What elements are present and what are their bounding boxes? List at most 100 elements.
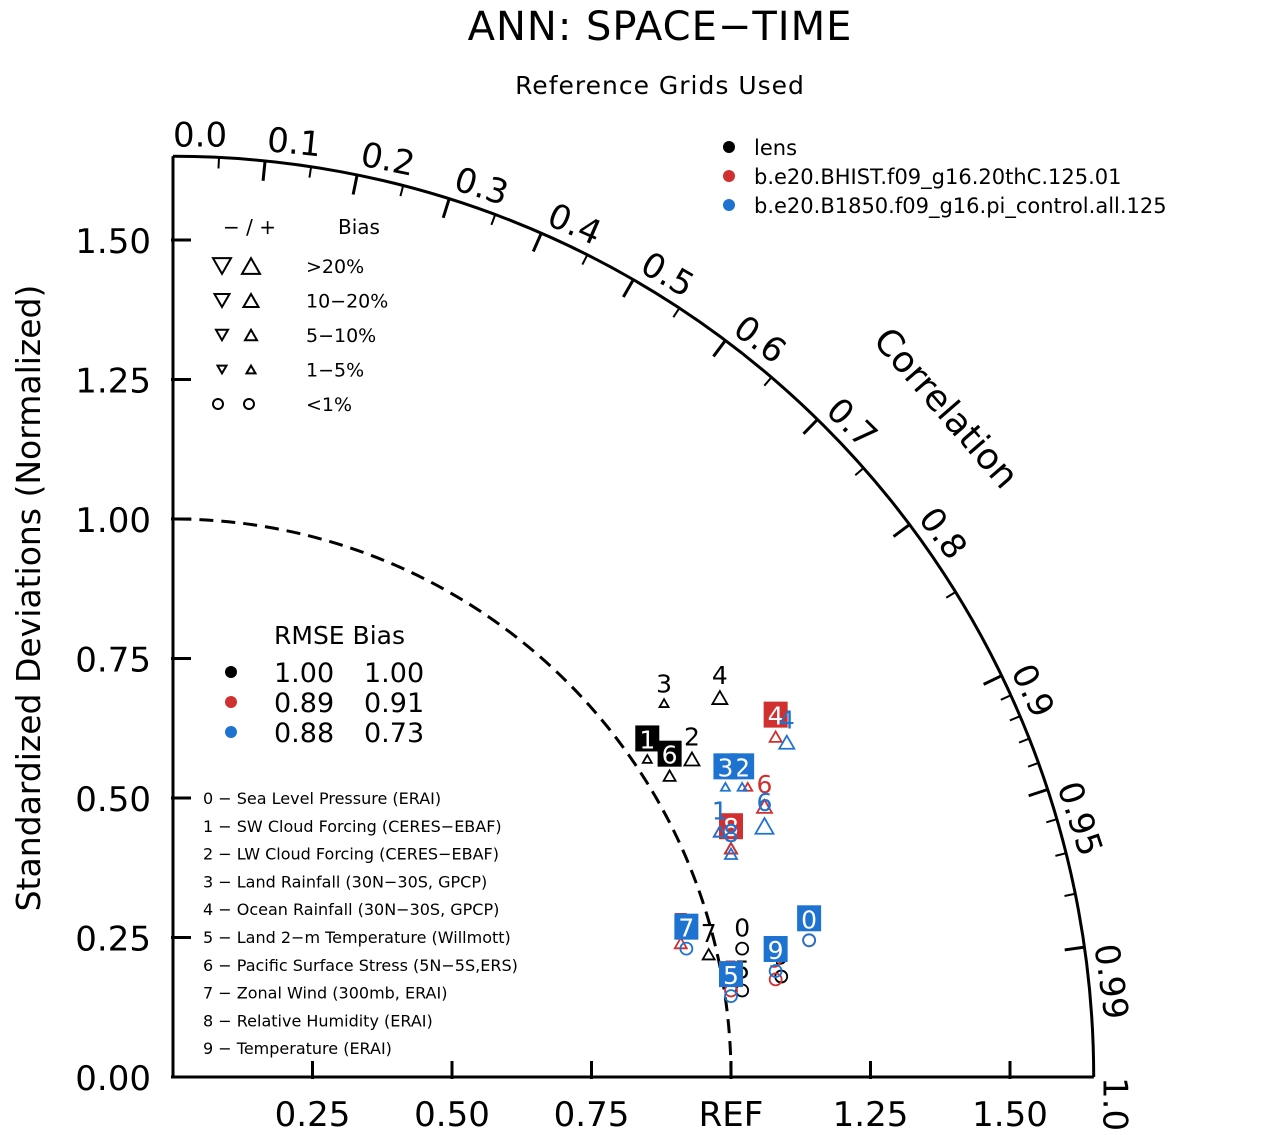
data-point: 6 xyxy=(657,740,682,782)
correlation-minor-tick xyxy=(490,214,497,226)
data-marker-triangle xyxy=(736,781,749,792)
x-tick-label: REF xyxy=(699,1095,764,1135)
data-label: 9 xyxy=(768,936,784,965)
data-label-box xyxy=(635,725,660,752)
data-marker-circle xyxy=(735,941,750,956)
data-label: 1 xyxy=(639,725,655,754)
bias-up-triangle-icon xyxy=(244,363,258,375)
y-tick-label: 0.25 xyxy=(75,920,151,960)
series-legend: lens b.e20.BHIST.f09_g16.20thC.125.01 b.e2… xyxy=(723,136,1167,219)
rmse-table-dot xyxy=(225,726,237,738)
bias-circle-icon xyxy=(212,398,224,410)
variable-list-item: 1 − SW Cloud Forcing (CERES−EBAF) xyxy=(203,817,502,836)
correlation-label: 0.1 xyxy=(265,120,323,165)
series-legend-label: b.e20.BHIST.f09_g16.20thC.125.01 xyxy=(754,165,1121,190)
data-marker-triangle xyxy=(657,697,671,708)
bias-down-triangle-icon xyxy=(214,328,230,343)
data-marker-triangle xyxy=(719,781,732,792)
variable-list-item: 3 − Land Rainfall (30N−30S, GPCP) xyxy=(203,872,487,891)
data-label: 0 xyxy=(734,914,750,943)
data-marker-circle xyxy=(768,964,783,978)
data-point: 7 xyxy=(674,913,699,956)
correlation-label: 1.0 xyxy=(1095,1077,1135,1131)
correlation-label: 0.6 xyxy=(726,308,793,372)
data-marker-circle xyxy=(724,989,738,1003)
data-point: 8 xyxy=(723,819,739,860)
data-label: 3 xyxy=(656,670,672,699)
rmse-value: 0.89 xyxy=(274,688,334,719)
data-label: 2 xyxy=(684,722,700,751)
correlation-tick xyxy=(622,278,635,298)
correlation-label: 0.9 xyxy=(1003,658,1063,724)
correlation-label: 0.4 xyxy=(542,196,608,254)
data-marker-triangle xyxy=(753,816,776,835)
data-point: 4 xyxy=(710,661,729,705)
data-point: 8 xyxy=(719,813,743,855)
correlation-label: 0.0 xyxy=(173,115,227,155)
bias-legend-label: 10−20% xyxy=(306,291,388,313)
correlation-tick xyxy=(1064,945,1085,952)
bias-down-triangle-icon xyxy=(215,364,229,376)
rmse-table-dot xyxy=(225,696,237,708)
bias-up-triangle-icon xyxy=(240,256,262,275)
rmse-value: 1.00 xyxy=(274,658,334,689)
correlation-tick xyxy=(712,339,727,358)
data-label: 6 xyxy=(757,770,773,799)
correlation-tick xyxy=(441,198,451,219)
correlation-label: 0.5 xyxy=(634,244,701,306)
correlation-minor-tick xyxy=(1009,715,1021,722)
chart-title: ANN: SPACE−TIME xyxy=(468,4,853,50)
data-point: 7 xyxy=(701,919,717,961)
x-tick-label: 1.25 xyxy=(833,1095,909,1135)
data-marker-circle xyxy=(679,941,694,956)
bias-value: 0.91 xyxy=(364,688,424,719)
data-label: 8 xyxy=(723,813,739,842)
x-tick-label: 0.75 xyxy=(554,1095,630,1135)
data-label-box xyxy=(763,935,788,962)
data-marker-triangle xyxy=(710,689,729,705)
rmse-value: 0.88 xyxy=(274,718,334,749)
variable-list-item: 9 − Temperature (ERAI) xyxy=(203,1039,392,1058)
correlation-tick xyxy=(531,232,543,253)
series-legend-label: b.e20.B1850.f09_g16.pi_control.all.125 xyxy=(754,194,1167,219)
rmse-table-header: RMSE Bias xyxy=(274,621,405,650)
data-label: 3 xyxy=(717,753,733,782)
y-tick-label: 1.50 xyxy=(75,222,151,262)
data-label-box xyxy=(763,701,788,728)
variable-list-item: 0 − Sea Level Pressure (ERAI) xyxy=(203,789,441,808)
data-marker-triangle xyxy=(641,753,654,764)
reference-arc xyxy=(172,517,733,1078)
bias-value: 1.00 xyxy=(364,658,424,689)
y-tick-label: 1.25 xyxy=(75,362,151,402)
data-point: 4 xyxy=(777,706,796,750)
correlation-label: 0.99 xyxy=(1085,941,1135,1022)
variable-list-item: 8 − Relative Humidity (ERAI) xyxy=(203,1011,433,1030)
data-label: 6 xyxy=(662,741,678,770)
data-marker-triangle xyxy=(768,729,784,743)
data-label: 2 xyxy=(734,753,750,782)
correlation-tick xyxy=(351,174,359,195)
bias-circle-icon xyxy=(243,398,255,410)
y-axis-label: Standardized Deviations (Normalized) xyxy=(9,285,48,912)
data-marker-triangle xyxy=(777,733,796,750)
correlation-minor-tick xyxy=(217,157,221,169)
correlation-minor-tick xyxy=(1046,818,1058,824)
correlation-tick xyxy=(802,418,819,435)
bias-up-triangle-icon xyxy=(243,327,259,342)
data-label-box xyxy=(719,813,743,840)
data-marks: 01234567890124567890123456789 xyxy=(635,661,822,1003)
data-point: 5 xyxy=(719,961,743,1003)
data-marker-triangle xyxy=(701,947,717,961)
data-marker-triangle xyxy=(723,846,739,860)
y-tick-label: 1.00 xyxy=(75,501,151,541)
data-label: 4 xyxy=(768,702,784,731)
correlation-axis-label: Correlation xyxy=(865,320,1026,497)
data-point: 1 xyxy=(635,725,660,764)
correlation-minor-tick xyxy=(672,307,681,318)
correlation-minor-tick xyxy=(1064,892,1076,897)
data-point: 9 xyxy=(763,935,788,978)
data-marker-triangle xyxy=(741,781,754,792)
correlation-minor-tick xyxy=(763,376,773,387)
